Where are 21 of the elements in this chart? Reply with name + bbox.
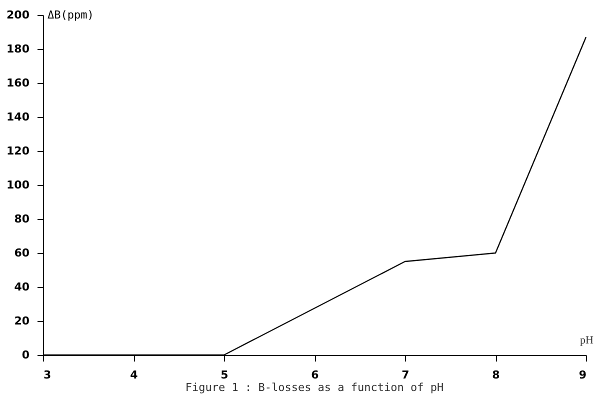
- y-tick-label: 120: [6, 144, 30, 158]
- x-tick-label: 5: [220, 368, 228, 382]
- x-tick-label: 7: [402, 368, 410, 382]
- x-tick-label: 6: [311, 368, 320, 382]
- y-tick-label: 0: [22, 348, 30, 362]
- y-tick-label: 20: [14, 314, 30, 328]
- y-axis-title: ΔB(ppm): [48, 8, 94, 22]
- y-tick-label: 200: [6, 8, 30, 22]
- x-tick-label: 3: [44, 368, 52, 382]
- y-tick-label: 140: [6, 110, 30, 124]
- y-tick-label: 60: [14, 246, 30, 260]
- x-axis-title: pH: [580, 334, 594, 346]
- x-tick-label: 8: [492, 368, 500, 382]
- caption: Figure 1 : B-losses as a function of pH: [185, 381, 444, 394]
- y-tick-label: 80: [14, 212, 30, 226]
- y-tick-label: 180: [6, 42, 30, 56]
- x-tick-label: 9: [578, 368, 586, 382]
- y-tick-label: 160: [6, 76, 30, 90]
- y-tick-label: 40: [14, 280, 30, 294]
- x-tick-label: 4: [130, 368, 138, 382]
- y-tick-label: 100: [6, 178, 30, 192]
